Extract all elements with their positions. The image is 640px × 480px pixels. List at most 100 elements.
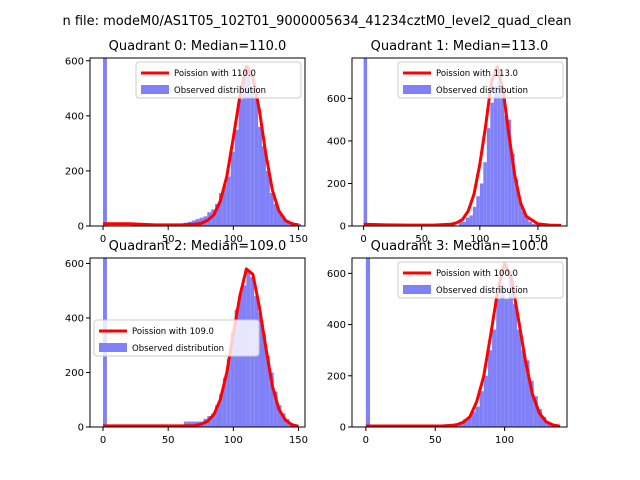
quadrant-0-legend-box bbox=[135, 61, 302, 99]
quadrant-0-hist-bar-22 bbox=[265, 170, 270, 226]
quadrant-2-panel: 0 50 100 150 0 200 400 600 Quadrant 2: Median=10… bbox=[65, 239, 308, 446]
quadrant-3-hist-bar-22 bbox=[537, 409, 543, 427]
quadrant-3-legend: Poission with 100.0 Observed distribution bbox=[397, 261, 564, 299]
quadrant-0-hist-bar-14 bbox=[234, 129, 239, 226]
quadrant-3-hist-bar-6 bbox=[471, 411, 476, 427]
quadrant-0-legend-fit-label: Poission with 110.0 bbox=[174, 69, 256, 79]
quadrant-2-xtick-label-3: 150 bbox=[289, 435, 308, 446]
quadrant-3-hist-bar-12 bbox=[496, 298, 501, 427]
quadrant-1-ytick-label-1: 200 bbox=[327, 179, 346, 190]
quadrant-1-hist-bar-0 bbox=[363, 58, 368, 226]
quadrant-2-hist-bar-15 bbox=[238, 293, 243, 427]
quadrant-2-hist-bar-26 bbox=[281, 413, 286, 427]
quadrant-3-hist-bar-15 bbox=[508, 270, 513, 427]
quadrant-1-legend-hist-label: Observed distribution bbox=[436, 86, 528, 96]
quadrant-0-hist-bar-16 bbox=[242, 77, 247, 226]
quadrant-2-title: Quadrant 2: Median=109.0 bbox=[109, 239, 287, 254]
quadrant-0-axes-frame bbox=[89, 57, 306, 227]
quadrant-1-xtick-label-0: 0 bbox=[360, 234, 366, 245]
quadrant-0-ytick-label-1: 200 bbox=[65, 166, 84, 177]
quadrant-2-legend: Poission with 109.0 Observed distribution bbox=[93, 319, 260, 357]
quadrant-1-hist-bar-14 bbox=[497, 81, 501, 226]
quadrant-2-hist-bar-8 bbox=[211, 413, 216, 427]
quadrant-1-ytick-label-0: 0 bbox=[340, 222, 346, 233]
quadrant-3-hist-bar-17 bbox=[517, 329, 522, 427]
quadrant-2-xtick-label-1: 50 bbox=[162, 435, 175, 446]
quadrant-1-xtick-label-2: 100 bbox=[470, 234, 489, 245]
quadrant-1-legend-fit-label: Poission with 113.0 bbox=[436, 69, 518, 79]
quadrant-0-xtick-label-3: 150 bbox=[289, 234, 308, 245]
quadrant-0-hist-bar-21 bbox=[262, 146, 266, 226]
quadrant-3-ytick-label-3: 600 bbox=[327, 269, 346, 280]
quadrant-2-legend-fit-label: Poission with 109.0 bbox=[132, 327, 214, 337]
quadrant-0-hist-bar-8 bbox=[211, 209, 216, 226]
quadrant-1-hist-bar-15 bbox=[500, 94, 505, 226]
quadrant-1-legend-box bbox=[397, 61, 564, 99]
quadrant-3-hist-bar-8 bbox=[479, 391, 484, 427]
quadrant-1-legend-hist-swatch bbox=[403, 85, 431, 94]
quadrant-0-hist-bar-20 bbox=[258, 126, 262, 226]
quadrant-2-hist-bar-9 bbox=[215, 405, 219, 427]
quadrant-0-plot-area bbox=[103, 58, 302, 226]
quadrant-2-hist-bar-20 bbox=[258, 312, 262, 427]
quadrant-3-hist-bar-16 bbox=[512, 304, 518, 427]
quadrant-2-ytick-label-1: 200 bbox=[65, 368, 84, 379]
quadrant-3-ytick-label-0: 0 bbox=[340, 423, 346, 434]
quadrant-3-hist-bar-19 bbox=[525, 360, 530, 427]
quadrant-1-hist-bar-24 bbox=[532, 223, 536, 226]
quadrant-0-hist-bar-0 bbox=[103, 58, 107, 226]
quadrant-1-hist-bar-13 bbox=[493, 85, 498, 226]
quadrant-0-hist-bar-17 bbox=[246, 66, 251, 226]
quadrant-2-legend-box bbox=[93, 319, 260, 357]
quadrant-1-hist-bar-21 bbox=[521, 211, 526, 226]
quadrant-3-hist-bar-9 bbox=[483, 375, 488, 427]
quadrant-3-hist-bar-13 bbox=[500, 283, 505, 427]
quadrant-3-hist-bar-20 bbox=[529, 380, 534, 427]
quadrant-3-xtick-label-0: 0 bbox=[363, 435, 369, 446]
quadrant-1-xtick-label-3: 150 bbox=[528, 234, 547, 245]
quadrant-0-hist-bar-9 bbox=[215, 203, 219, 226]
quadrant-0-hist-bar-13 bbox=[230, 151, 235, 226]
quadrant-2-hist-bar-10 bbox=[219, 394, 223, 427]
quadrant-1-hist-bar-10 bbox=[483, 162, 487, 226]
quadrant-3-hist-bar-4 bbox=[462, 419, 468, 427]
quadrant-2-hist-bar-25 bbox=[277, 405, 282, 427]
quadrant-2-ytick-label-2: 400 bbox=[65, 313, 84, 324]
quadrant-1-hist-bar-9 bbox=[479, 183, 484, 226]
quadrant-1-hist-bar-4 bbox=[462, 221, 466, 226]
quadrant-3-hist-bar-11 bbox=[492, 329, 497, 427]
quadrant-1-hist-bar-8 bbox=[476, 196, 480, 226]
quadrant-1-hist-bar-11 bbox=[486, 128, 491, 226]
quadrant-2-hist-bar-1 bbox=[183, 421, 188, 427]
quadrant-0-hist-bar-15 bbox=[238, 99, 243, 226]
quadrant-0-hist-bar-18 bbox=[250, 88, 255, 226]
quadrant-3-legend-fit-label: Poission with 100.0 bbox=[436, 269, 518, 279]
quadrant-3-title: Quadrant 3: Median=100.0 bbox=[371, 239, 549, 254]
quadrant-3-hist-bar-7 bbox=[475, 406, 480, 427]
quadrant-2-legend-hist-swatch bbox=[99, 343, 127, 352]
quadrant-0-legend-hist-label: Observed distribution bbox=[174, 86, 266, 96]
quadrant-3-hist-bar-14 bbox=[504, 298, 509, 427]
quadrant-3-xtick-label-2: 100 bbox=[495, 435, 514, 446]
quadrant-0-xtick-label-2: 100 bbox=[224, 234, 243, 245]
quadrant-3-panel: 0 50 100 0 200 400 600 Quadrant 3: Median=100.0… bbox=[327, 239, 568, 446]
quadrant-0-legend: Poission with 110.0 Observed distribution bbox=[135, 61, 302, 99]
quadrant-1-poisson-fit-line bbox=[363, 65, 562, 226]
quadrant-2-xtick-label-0: 0 bbox=[100, 435, 106, 446]
quadrant-0-ytick-label-0: 0 bbox=[78, 222, 84, 233]
quadrant-1-hist-bar-19 bbox=[514, 179, 519, 226]
quadrant-1-hist-bar-16 bbox=[504, 115, 508, 226]
quadrant-3-poisson-fit-line bbox=[365, 261, 561, 427]
quadrant-0-hist-bar-27 bbox=[285, 220, 290, 226]
quadrant-0-hist-bar-30 bbox=[297, 223, 302, 226]
quadrant-3-legend-hist-label: Observed distribution bbox=[436, 286, 528, 296]
figure-suptitle: n file: modeM0/AS1T05_102T01_9000005634_… bbox=[62, 14, 571, 29]
quadrant-1-hist-bar-6 bbox=[469, 215, 473, 226]
quadrant-0-ytick-label-3: 600 bbox=[65, 56, 84, 67]
quadrant-0-xtick-label-1: 50 bbox=[162, 234, 175, 245]
quadrant-2-hist-bar-24 bbox=[273, 391, 278, 427]
quadrant-1-hist-bar-7 bbox=[472, 206, 477, 226]
quadrant-2-hist-bar-14 bbox=[234, 309, 239, 427]
quadrant-1-title: Quadrant 1: Median=113.0 bbox=[371, 39, 549, 54]
